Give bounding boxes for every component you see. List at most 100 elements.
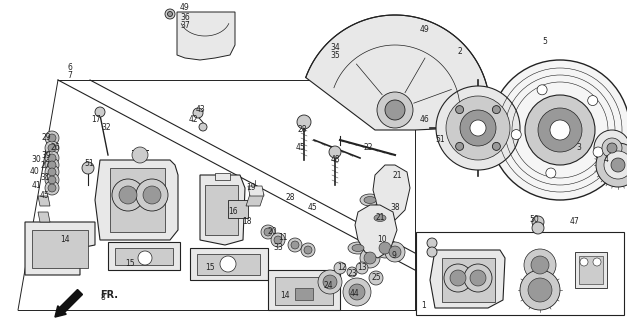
Circle shape — [604, 151, 627, 179]
Text: 26: 26 — [50, 142, 60, 151]
Circle shape — [611, 158, 625, 172]
Circle shape — [524, 249, 556, 281]
Circle shape — [531, 256, 549, 274]
Circle shape — [264, 228, 272, 236]
Text: 46: 46 — [419, 116, 429, 124]
Circle shape — [45, 131, 59, 145]
Polygon shape — [177, 12, 235, 60]
Text: 18: 18 — [242, 218, 252, 227]
Text: 50: 50 — [529, 215, 539, 225]
Circle shape — [167, 12, 172, 17]
Circle shape — [318, 270, 342, 294]
Text: 9: 9 — [392, 252, 396, 260]
Circle shape — [356, 262, 368, 274]
Text: 43: 43 — [195, 106, 205, 115]
Text: 4: 4 — [604, 156, 608, 164]
Polygon shape — [110, 168, 165, 232]
Text: 1: 1 — [421, 300, 426, 309]
Circle shape — [45, 173, 59, 187]
Text: 30: 30 — [31, 156, 41, 164]
Circle shape — [45, 141, 59, 155]
Circle shape — [95, 107, 105, 117]
Circle shape — [261, 225, 275, 239]
Text: 5: 5 — [542, 37, 547, 46]
Text: 12: 12 — [337, 263, 347, 273]
Circle shape — [199, 123, 207, 131]
Circle shape — [528, 278, 552, 302]
Polygon shape — [200, 175, 245, 245]
Text: 29: 29 — [41, 133, 51, 142]
Text: 36: 36 — [180, 13, 190, 22]
Circle shape — [45, 165, 59, 179]
Circle shape — [385, 242, 405, 262]
Polygon shape — [275, 277, 333, 305]
Circle shape — [427, 247, 437, 257]
Circle shape — [436, 86, 520, 170]
Text: 3: 3 — [577, 143, 581, 153]
Circle shape — [334, 262, 346, 274]
Text: 45: 45 — [308, 204, 318, 212]
Polygon shape — [248, 186, 264, 196]
Circle shape — [593, 258, 601, 266]
Circle shape — [45, 151, 59, 165]
Text: 14: 14 — [60, 236, 70, 244]
Circle shape — [360, 248, 380, 268]
Text: 28: 28 — [297, 125, 307, 134]
Circle shape — [48, 184, 56, 192]
Text: 2: 2 — [458, 47, 462, 57]
Circle shape — [464, 264, 492, 292]
Bar — [579, 256, 603, 284]
Circle shape — [304, 246, 312, 254]
Circle shape — [369, 271, 383, 285]
Text: 13: 13 — [357, 263, 367, 273]
Circle shape — [602, 138, 622, 158]
Polygon shape — [32, 230, 88, 268]
Circle shape — [492, 142, 500, 150]
Circle shape — [490, 60, 627, 200]
Circle shape — [385, 100, 405, 120]
Circle shape — [48, 144, 56, 152]
Circle shape — [288, 238, 302, 252]
Polygon shape — [25, 222, 95, 275]
Text: 10: 10 — [377, 236, 387, 244]
Circle shape — [377, 92, 413, 128]
Polygon shape — [306, 15, 490, 130]
Text: 6: 6 — [68, 63, 73, 73]
Polygon shape — [228, 200, 248, 218]
Text: 34: 34 — [330, 44, 340, 52]
Text: 49: 49 — [420, 26, 430, 35]
Polygon shape — [115, 248, 173, 265]
Bar — [416, 232, 624, 315]
Polygon shape — [197, 254, 260, 275]
Circle shape — [546, 168, 556, 178]
Text: 24: 24 — [323, 281, 333, 290]
Ellipse shape — [348, 242, 368, 254]
Text: 45: 45 — [295, 143, 305, 153]
Circle shape — [379, 242, 391, 254]
Circle shape — [112, 179, 144, 211]
Text: FR.: FR. — [100, 290, 118, 300]
Circle shape — [271, 233, 285, 247]
Circle shape — [594, 130, 627, 166]
Circle shape — [446, 96, 510, 160]
Text: 37: 37 — [180, 21, 190, 30]
Text: 47: 47 — [569, 218, 579, 227]
Ellipse shape — [352, 244, 364, 252]
Bar — [575, 252, 607, 288]
Bar — [205, 185, 238, 235]
Polygon shape — [215, 173, 230, 180]
Circle shape — [587, 96, 598, 106]
Circle shape — [45, 158, 59, 172]
Circle shape — [460, 110, 496, 146]
Polygon shape — [268, 270, 340, 310]
Text: 11: 11 — [278, 234, 288, 243]
Text: 31: 31 — [40, 173, 50, 182]
Text: 14: 14 — [280, 291, 290, 300]
Circle shape — [596, 143, 627, 187]
Circle shape — [580, 258, 588, 266]
Circle shape — [389, 246, 401, 258]
Circle shape — [119, 186, 137, 204]
Text: 15: 15 — [205, 263, 215, 273]
Polygon shape — [373, 165, 410, 220]
Circle shape — [301, 243, 315, 257]
